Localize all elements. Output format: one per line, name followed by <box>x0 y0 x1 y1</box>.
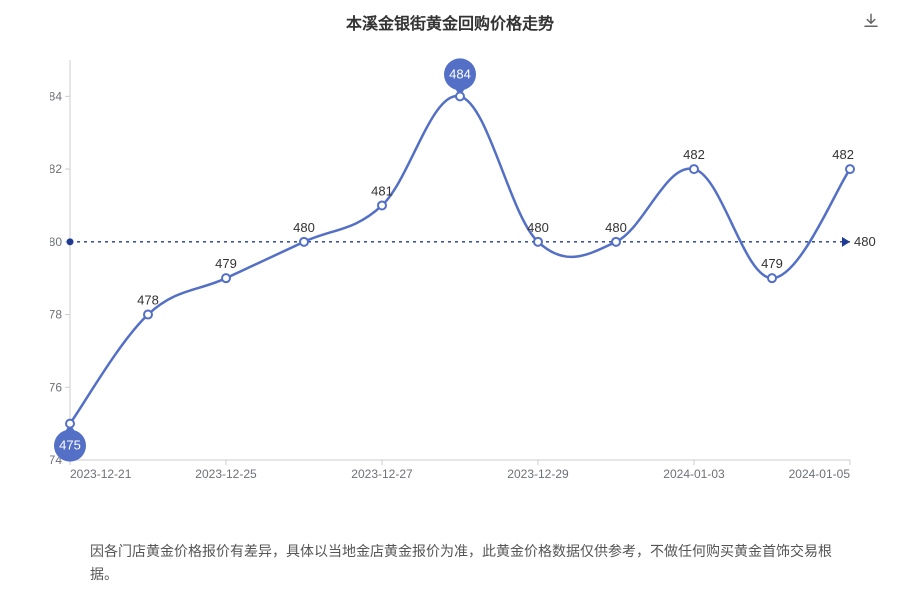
x-tick-label: 2023-12-25 <box>195 467 257 481</box>
data-label: 481 <box>371 183 393 198</box>
data-label: 480 <box>527 220 549 235</box>
data-marker <box>846 165 854 173</box>
chart-title: 本溪金银街黄金回购价格走势 <box>0 10 900 34</box>
x-tick-label: 2023-12-29 <box>507 467 569 481</box>
markline-start-dot <box>67 238 74 245</box>
data-marker <box>456 92 464 100</box>
data-marker <box>534 238 542 246</box>
data-marker <box>690 165 698 173</box>
highlight-label: 475 <box>59 438 81 453</box>
markline-arrow <box>842 237 850 247</box>
x-tick-label: 2023-12-21 <box>70 467 132 481</box>
data-marker <box>378 201 386 209</box>
markline-label: 480 <box>854 234 876 249</box>
x-tick-label: 2024-01-05 <box>789 467 851 481</box>
data-marker <box>612 238 620 246</box>
x-tick-label: 2023-12-27 <box>351 467 413 481</box>
data-marker <box>144 311 152 319</box>
y-tick-label: 482 <box>50 162 62 176</box>
data-marker <box>300 238 308 246</box>
series-line <box>70 96 850 424</box>
data-marker <box>222 274 230 282</box>
chart-caption: 因各门店黄金价格报价有差异，具体以当地金店黄金报价为准，此黄金价格数据仅供参考，… <box>90 540 840 585</box>
highlight-label: 484 <box>449 66 471 81</box>
y-tick-label: 484 <box>50 89 62 103</box>
data-label: 479 <box>761 256 783 271</box>
data-label: 482 <box>683 147 705 162</box>
download-icon[interactable] <box>862 12 880 30</box>
data-label: 480 <box>293 220 315 235</box>
y-tick-label: 478 <box>50 308 62 322</box>
chart-container: 本溪金银街黄金回购价格走势 4744764784804824842023-12-… <box>0 0 900 600</box>
data-label: 478 <box>137 293 159 308</box>
data-label: 480 <box>605 220 627 235</box>
chart-plot: 4744764784804824842023-12-212023-12-2520… <box>50 40 880 500</box>
x-tick-label: 2024-01-03 <box>663 467 725 481</box>
y-tick-label: 476 <box>50 380 62 394</box>
data-label: 482 <box>832 147 854 162</box>
data-label: 479 <box>215 256 237 271</box>
y-tick-label: 480 <box>50 235 62 249</box>
data-marker <box>66 420 74 428</box>
data-marker <box>768 274 776 282</box>
